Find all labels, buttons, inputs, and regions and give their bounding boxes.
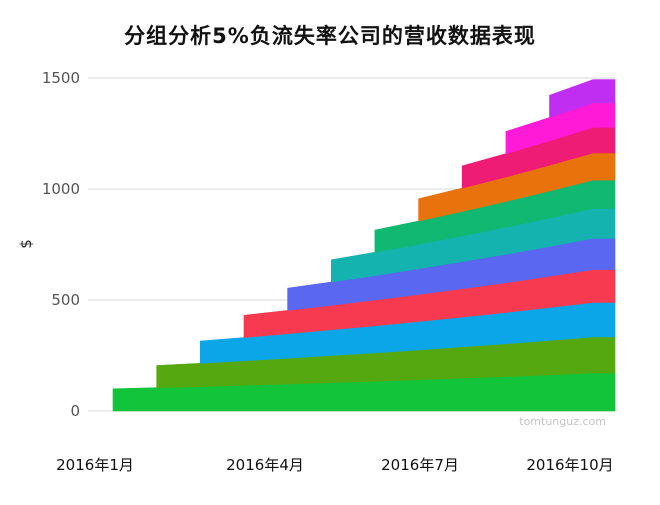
x-tick-label: 2016年10月	[526, 456, 613, 474]
x-tick-label: 2016年4月	[226, 456, 304, 474]
cohort-areas	[112, 79, 616, 412]
y-axis-ticks: 0 500 1000 1500	[42, 69, 80, 420]
x-tick-label: 2016年7月	[381, 456, 459, 474]
watermark-text: tomtunguz.com	[519, 415, 606, 428]
y-tick-label: 500	[51, 291, 80, 309]
y-axis-label: $	[17, 239, 35, 249]
y-tick-label: 1000	[42, 180, 80, 198]
y-tick-label: 1500	[42, 69, 80, 87]
x-tick-label: 2016年1月	[56, 456, 134, 474]
chart-title: 分组分析5%负流失率公司的营收数据表现	[124, 24, 536, 48]
cohort-area-11	[549, 79, 616, 118]
y-tick-label: 0	[70, 402, 80, 420]
x-axis-ticks: 2016年1月 2016年4月 2016年7月 2016年10月	[56, 456, 613, 474]
